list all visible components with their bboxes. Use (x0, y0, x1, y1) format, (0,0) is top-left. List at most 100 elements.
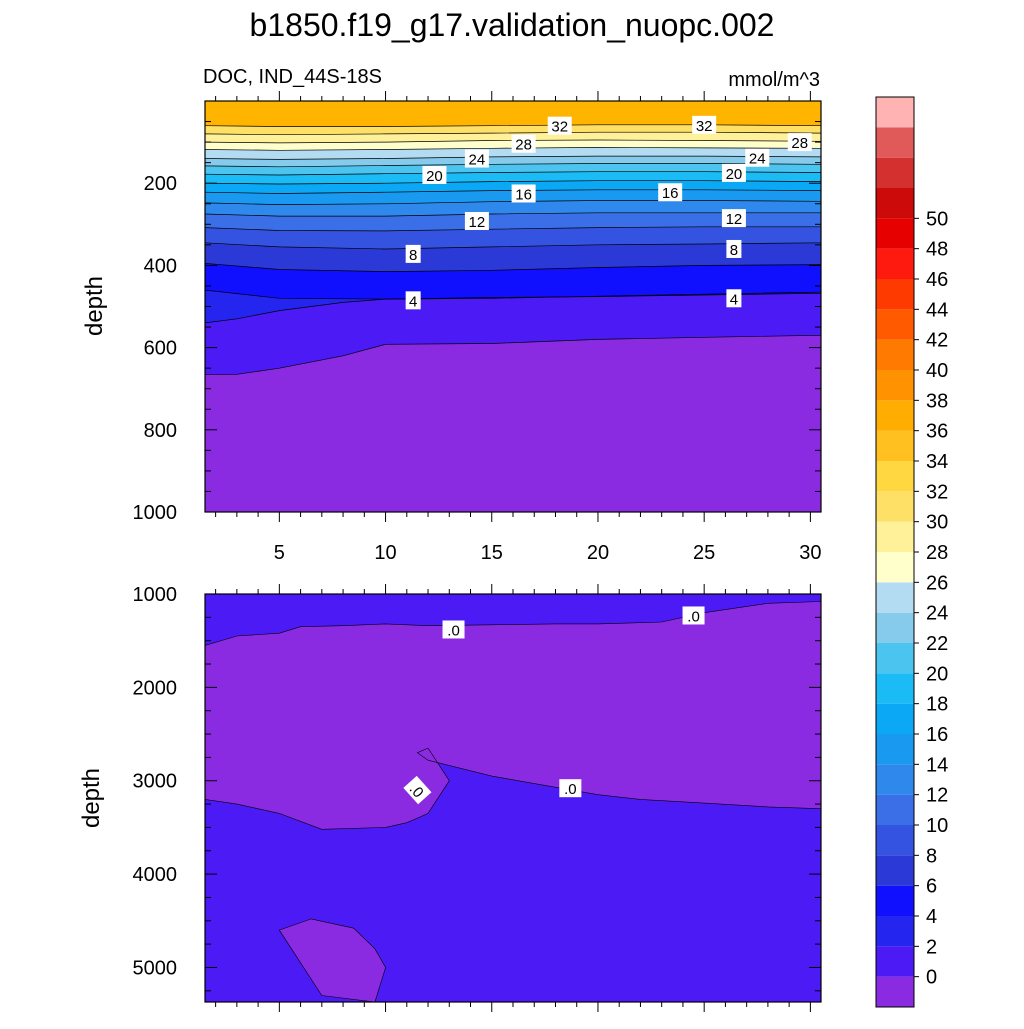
lower-y-tick-label: 1000 (133, 584, 178, 606)
svg-text:32: 32 (551, 119, 568, 136)
svg-text:16: 16 (662, 185, 679, 202)
upper-contour-label: 16 (511, 184, 536, 203)
upper-isoline-26 (205, 147, 821, 151)
colorbar-box (876, 218, 914, 249)
colorbar-box (876, 643, 914, 674)
colorbar-label: 40 (926, 360, 948, 382)
colorbar-label: 8 (926, 845, 937, 867)
upper-y-tick-label: 200 (144, 173, 177, 195)
colorbar-box (876, 430, 914, 461)
upper-contour-label: 12 (464, 212, 489, 231)
upper-contour-label: 28 (511, 134, 536, 154)
upper-y-tick-label: 400 (144, 255, 177, 277)
upper-contour-label: 28 (787, 133, 812, 152)
lower-panel: .0 .0 .0 .0 1000 2000 3000 4000 5000 (133, 584, 822, 1012)
colorbar-box (876, 552, 914, 583)
upper-isoline-16 (205, 189, 821, 194)
svg-text:24: 24 (469, 152, 486, 169)
upper-isoline-22 (205, 163, 821, 168)
upper-contour-label: 24 (464, 149, 489, 169)
upper-isoline-18 (205, 180, 821, 185)
main-title: b1850.f19_g17.validation_nuopc.002 (250, 7, 775, 43)
upper-contour-label: 8 (726, 239, 742, 259)
colorbar-box (876, 157, 914, 188)
svg-text:.0: .0 (687, 608, 700, 625)
svg-text:20: 20 (426, 168, 443, 185)
lower-contour-label: .0 (559, 779, 582, 798)
upper-title-left: DOC, IND_44S-18S (203, 66, 382, 88)
upper-title-right: mmol/m^3 (728, 69, 820, 91)
colorbar-label: 50 (926, 208, 948, 230)
colorbar-box (876, 461, 914, 492)
lower-y-tick-label: 5000 (133, 957, 178, 979)
lower-contour-label: .0 (403, 775, 432, 805)
colorbar-box (876, 825, 914, 856)
colorbar-label: 38 (926, 390, 948, 412)
colorbar-label: 30 (926, 512, 948, 534)
upper-contour-label: 4 (726, 289, 742, 308)
svg-text:8: 8 (730, 242, 738, 259)
upper-contour-label: 20 (721, 163, 746, 183)
colorbar-label: 32 (926, 481, 948, 503)
colorbar-box (876, 794, 914, 825)
svg-text:20: 20 (726, 166, 743, 183)
upper-y-tick-label: 1000 (133, 502, 178, 524)
upper-isoline-28 (205, 139, 821, 144)
upper-isoline-0 (205, 334, 821, 375)
colorbar-box (876, 521, 914, 552)
upper-band-0 (205, 335, 821, 512)
svg-text:24: 24 (749, 151, 766, 168)
svg-text:4: 4 (409, 293, 417, 310)
lower-contour-label: .0 (682, 606, 705, 625)
upper-x-tick-label: 20 (587, 542, 609, 564)
lower-y-tick-label: 3000 (133, 771, 178, 793)
lower-region-below-zero (278, 918, 386, 1002)
colorbar-box (876, 491, 914, 522)
colorbar-label: 24 (926, 603, 948, 625)
colorbar-label: 6 (926, 876, 937, 898)
upper-contour-label: 20 (422, 165, 447, 185)
lower-contour-label: .0 (442, 620, 465, 639)
upper-isoline-24 (205, 155, 821, 160)
upper-isoline-14 (205, 200, 821, 205)
upper-contour-label: 4 (405, 291, 421, 310)
lower-y-tick-label: 4000 (133, 864, 178, 886)
svg-text:32: 32 (696, 118, 713, 135)
svg-text:8: 8 (409, 247, 417, 264)
colorbar-box (876, 582, 914, 613)
colorbar: 5048464442403836343230282624222018161412… (875, 96, 948, 1008)
colorbar-box (876, 916, 914, 947)
colorbar-label: 42 (926, 330, 948, 352)
colorbar-label: 18 (926, 694, 948, 716)
colorbar-label: 20 (926, 663, 948, 685)
svg-text:12: 12 (726, 211, 743, 228)
colorbar-label: 26 (926, 572, 948, 594)
colorbar-box (876, 97, 914, 128)
upper-isoline-12 (205, 212, 821, 217)
svg-text:4: 4 (730, 291, 738, 308)
svg-text:28: 28 (515, 137, 532, 154)
upper-x-tick-label: 15 (481, 542, 503, 564)
colorbar-label: 22 (926, 633, 948, 655)
colorbar-box (876, 400, 914, 431)
colorbar-box (876, 734, 914, 765)
upper-y-tick-label: 600 (144, 338, 177, 360)
colorbar-label: 10 (926, 815, 948, 837)
colorbar-label: 44 (926, 299, 948, 321)
upper-x-tick-label: 25 (693, 542, 715, 564)
colorbar-label: 36 (926, 421, 948, 443)
upper-isoline-20 (205, 171, 821, 176)
colorbar-label: 14 (926, 754, 948, 776)
colorbar-box (876, 946, 914, 977)
upper-x-tick-label: 10 (374, 542, 396, 564)
colorbar-box (876, 885, 914, 916)
svg-text:12: 12 (469, 214, 486, 231)
colorbar-box (876, 703, 914, 734)
colorbar-label: 34 (926, 451, 948, 473)
colorbar-box (876, 188, 914, 219)
upper-isoline-4 (205, 289, 821, 300)
colorbar-box (876, 279, 914, 310)
colorbar-box (876, 370, 914, 401)
upper-contour-label: 16 (658, 183, 683, 202)
